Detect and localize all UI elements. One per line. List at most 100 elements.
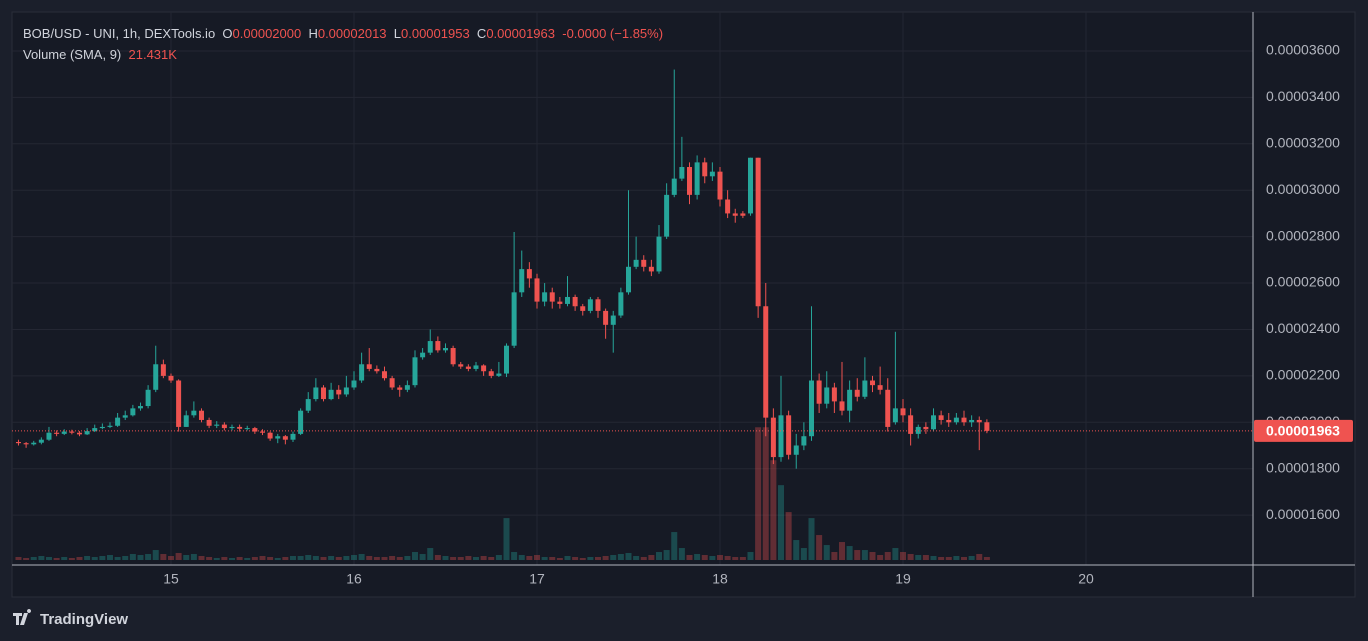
volume-label: Volume (SMA, 9) — [23, 47, 122, 62]
candle-body — [473, 365, 479, 369]
candle-body — [900, 408, 906, 416]
axes: 0.000016000.000018000.000020000.00002200… — [12, 42, 1353, 587]
candle-body — [770, 417, 776, 458]
candle-body — [854, 389, 860, 397]
volume-bar — [877, 555, 884, 560]
volume-bar — [68, 558, 75, 560]
candle-body — [92, 428, 98, 432]
candle-body — [198, 410, 204, 420]
candle-body — [23, 443, 29, 445]
l-value: 0.00001953 — [401, 26, 470, 41]
x-tick-label: 15 — [163, 571, 179, 587]
volume-bar — [655, 552, 662, 560]
candle-body — [76, 432, 82, 435]
candle-body — [892, 408, 898, 423]
volume-bar — [53, 558, 60, 560]
candle-body — [328, 389, 334, 400]
volume-bar — [640, 557, 647, 560]
h-value: 0.00002013 — [317, 26, 387, 41]
candle-body — [290, 433, 296, 440]
volume-bar — [678, 548, 685, 560]
volume-bar — [160, 554, 167, 560]
volume-bar — [869, 552, 876, 560]
x-tick-label: 20 — [1078, 571, 1094, 587]
volume-pane — [15, 427, 990, 560]
volume-bar — [91, 557, 98, 560]
candle-body — [747, 157, 753, 214]
candle-body — [763, 306, 769, 418]
logo-icon — [13, 609, 32, 625]
volume-bar — [694, 554, 701, 560]
ohlc-row: BOB/USD - UNI, 1h, DEXTools.io O0.000020… — [23, 23, 663, 44]
volume-bar — [762, 427, 769, 560]
candle-body — [709, 171, 715, 177]
candle-body — [389, 378, 395, 388]
o-value: 0.00002000 — [232, 26, 302, 41]
candle-body — [191, 410, 197, 416]
volume-bar — [861, 550, 868, 560]
candle-body — [625, 266, 631, 293]
candle-body — [237, 426, 243, 429]
candle-body — [595, 299, 601, 311]
candle-body — [244, 428, 250, 430]
volume-bar — [808, 518, 815, 560]
volume-bar — [594, 557, 601, 560]
candle-body — [717, 171, 723, 200]
candles — [15, 69, 990, 469]
candle-body — [587, 299, 593, 311]
candle-body — [130, 408, 136, 416]
o-label: O — [222, 26, 233, 41]
candle-body — [732, 213, 738, 216]
candle-body — [252, 428, 258, 432]
volume-bar — [38, 556, 45, 560]
volume-bar — [518, 555, 525, 560]
candle-body — [137, 406, 143, 409]
volume-bar — [816, 535, 823, 560]
candle-body — [481, 365, 487, 372]
volume-bar — [472, 557, 479, 560]
volume-bar — [686, 555, 693, 560]
volume-bar — [915, 555, 922, 560]
candle-body — [618, 292, 624, 316]
volume-bar — [511, 552, 518, 560]
x-tick-label: 17 — [529, 571, 545, 587]
candle-body — [809, 380, 815, 437]
volume-bar — [823, 545, 830, 560]
candle-body — [122, 415, 128, 418]
volume-bar — [671, 532, 678, 560]
l-label: L — [393, 26, 401, 41]
volume-bar — [526, 556, 533, 560]
volume-bar — [404, 556, 411, 560]
candle-body — [847, 389, 853, 411]
volume-bar — [831, 552, 838, 560]
candle-body — [953, 417, 959, 423]
volume-bar — [244, 558, 251, 560]
volume-bar — [129, 554, 136, 560]
volume-bar — [221, 557, 228, 560]
candle-body — [61, 431, 67, 434]
candle-body — [305, 399, 311, 411]
volume-bar — [419, 554, 426, 560]
candle-body — [275, 436, 281, 439]
candle-body — [153, 364, 159, 390]
volume-bar — [213, 558, 220, 560]
volume-bar — [625, 553, 632, 560]
volume-bar — [648, 555, 655, 560]
volume-bar — [434, 555, 441, 560]
volume-bar — [152, 550, 159, 560]
candle-body — [686, 167, 692, 195]
volume-bar — [411, 552, 418, 560]
candle-body — [412, 357, 418, 386]
volume-bar — [228, 558, 235, 560]
legend: BOB/USD - UNI, 1h, DEXTools.io O0.000020… — [23, 23, 663, 65]
candle-body — [420, 352, 426, 358]
y-tick-label: 0.00001600 — [1266, 506, 1340, 522]
candle-body — [176, 380, 182, 427]
candle-body — [534, 278, 540, 302]
volume-bar — [930, 556, 937, 560]
candle-body — [877, 385, 883, 390]
candle-body — [557, 301, 563, 304]
candle-body — [961, 417, 967, 423]
volume-bar — [328, 556, 335, 560]
volume-bar — [579, 558, 586, 560]
